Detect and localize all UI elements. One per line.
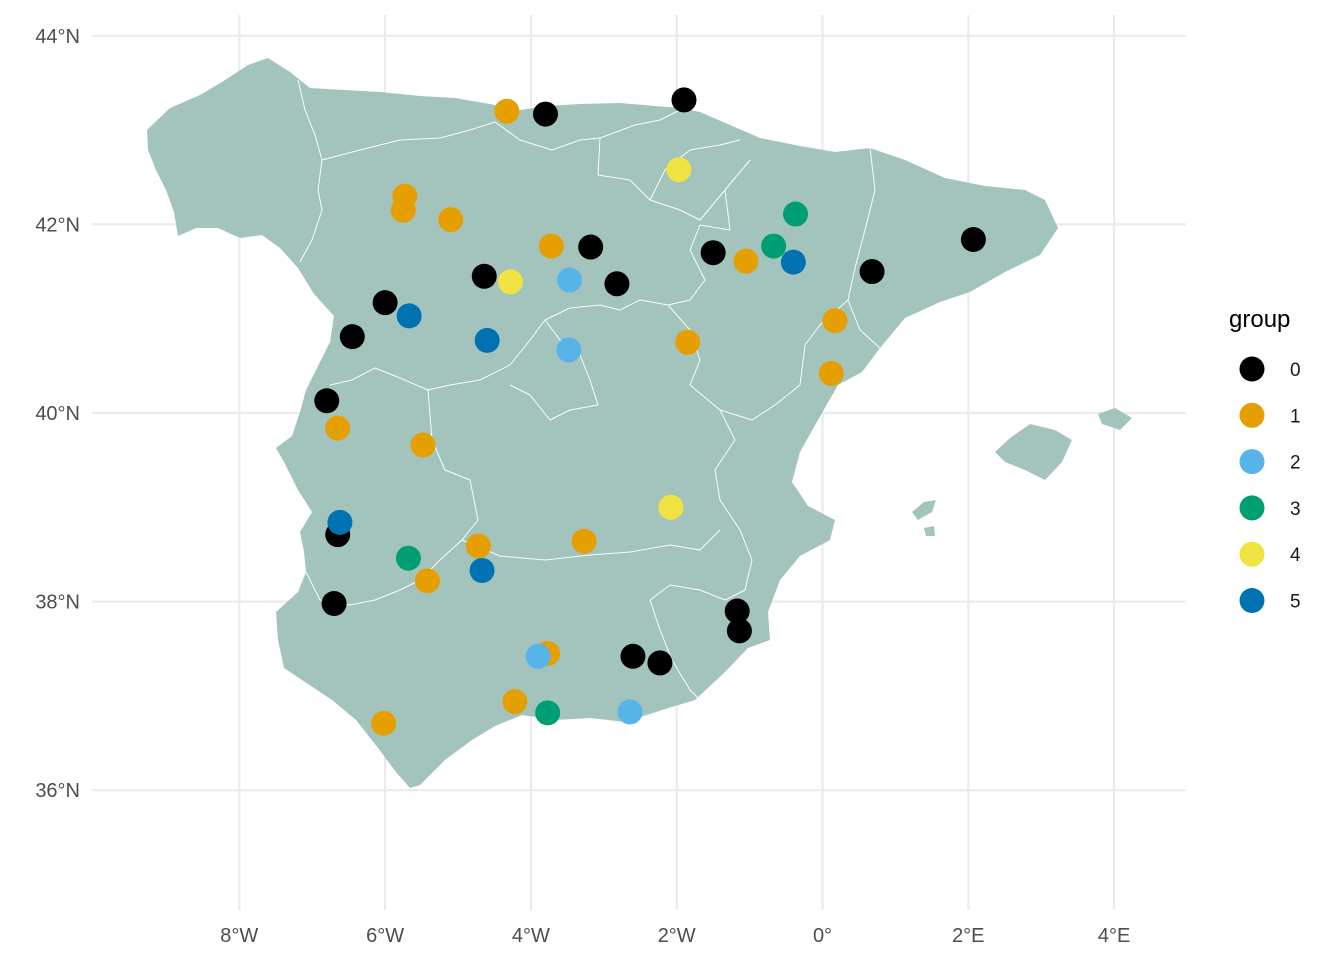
x-tick-label: 2°W xyxy=(658,925,696,947)
data-point-group-0 xyxy=(620,643,646,669)
data-point-group-4 xyxy=(497,269,523,295)
legend-key-3 xyxy=(1239,495,1265,521)
data-point-group-3 xyxy=(783,201,809,227)
legend-key-0 xyxy=(1239,356,1265,382)
y-tick-label: 42°N xyxy=(35,214,80,236)
legend-label-3: 3 xyxy=(1290,499,1301,520)
region-borders xyxy=(297,79,881,701)
x-tick-label: 6°W xyxy=(366,925,404,947)
data-point-group-3 xyxy=(535,700,561,726)
data-point-group-1 xyxy=(733,248,759,274)
data-point-group-0 xyxy=(314,388,340,414)
data-point-group-5 xyxy=(469,557,495,583)
legend-key-4 xyxy=(1239,541,1265,567)
data-point-group-0 xyxy=(578,234,604,260)
spain-map xyxy=(147,58,1132,788)
data-point-group-2 xyxy=(557,267,583,293)
data-point-group-1 xyxy=(818,360,844,386)
data-point-group-0 xyxy=(339,324,365,350)
data-point-group-0 xyxy=(724,598,750,624)
legend-key-5 xyxy=(1239,588,1265,613)
data-point-group-3 xyxy=(395,545,421,571)
data-point-group-1 xyxy=(410,432,436,458)
data-point-group-0 xyxy=(604,271,630,297)
data-point-group-2 xyxy=(556,337,582,363)
x-tick-label: 2°E xyxy=(952,925,984,947)
legend-label-1: 1 xyxy=(1290,406,1301,427)
y-tick-label: 40°N xyxy=(35,403,80,425)
data-point-group-4 xyxy=(658,494,684,520)
mallorca-island xyxy=(995,424,1072,480)
data-point-group-0 xyxy=(859,259,885,285)
x-axis-ticks: 8°W 6°W 4°W 2°W 0° 2°E 4°E xyxy=(220,925,1130,947)
data-point-group-0 xyxy=(471,263,497,289)
y-axis-ticks: 36°N 38°N 40°N 42°N 44°N xyxy=(35,26,80,802)
data-point-group-0 xyxy=(532,101,558,127)
data-point-group-1 xyxy=(390,197,416,223)
data-point-group-1 xyxy=(371,710,397,736)
data-point-group-0 xyxy=(647,650,673,676)
data-point-group-0 xyxy=(671,87,697,113)
data-point-group-1 xyxy=(438,207,464,233)
data-point-group-0 xyxy=(726,618,752,644)
data-point-group-0 xyxy=(372,290,398,316)
x-tick-label: 8°W xyxy=(220,925,258,947)
data-point-group-1 xyxy=(822,308,848,334)
data-point-group-3 xyxy=(761,233,787,259)
legend-label-4: 4 xyxy=(1290,545,1301,566)
data-point-group-1 xyxy=(465,533,491,559)
data-point-group-5 xyxy=(396,303,422,329)
data-point-group-2 xyxy=(525,643,551,669)
data-point-group-1 xyxy=(571,528,597,554)
data-points xyxy=(314,87,986,736)
data-point-group-0 xyxy=(700,240,726,266)
menorca-island xyxy=(1098,408,1132,430)
data-point-group-1 xyxy=(494,98,520,124)
data-point-group-0 xyxy=(321,590,347,616)
legend: group 0 1 2 3 4 5 xyxy=(1229,306,1301,613)
y-tick-label: 44°N xyxy=(35,26,80,48)
legend-label-0: 0 xyxy=(1290,360,1301,381)
x-tick-label: 0° xyxy=(813,925,832,947)
y-tick-label: 38°N xyxy=(35,592,80,614)
legend-title: group xyxy=(1229,306,1290,333)
data-point-group-1 xyxy=(675,329,701,355)
data-point-group-5 xyxy=(474,327,500,353)
data-point-group-5 xyxy=(780,249,806,275)
legend-key-1 xyxy=(1239,402,1265,428)
legend-label-2: 2 xyxy=(1290,453,1301,474)
ibiza-island xyxy=(912,500,936,520)
mainland-spain xyxy=(147,58,1058,788)
data-point-group-5 xyxy=(327,509,353,535)
legend-key-2 xyxy=(1239,449,1265,475)
data-point-group-1 xyxy=(538,233,564,259)
y-tick-label: 36°N xyxy=(35,780,80,802)
legend-entries: 0 1 2 3 4 5 xyxy=(1239,356,1301,613)
data-point-group-1 xyxy=(414,568,440,594)
x-tick-label: 4°W xyxy=(512,925,550,947)
formentera-island xyxy=(924,526,935,536)
data-point-group-1 xyxy=(325,415,351,441)
data-point-group-0 xyxy=(960,226,986,252)
data-point-group-2 xyxy=(617,699,643,725)
x-tick-label: 4°E xyxy=(1098,925,1130,947)
data-point-group-1 xyxy=(502,689,528,715)
data-point-group-4 xyxy=(666,157,692,183)
legend-label-5: 5 xyxy=(1290,592,1301,613)
